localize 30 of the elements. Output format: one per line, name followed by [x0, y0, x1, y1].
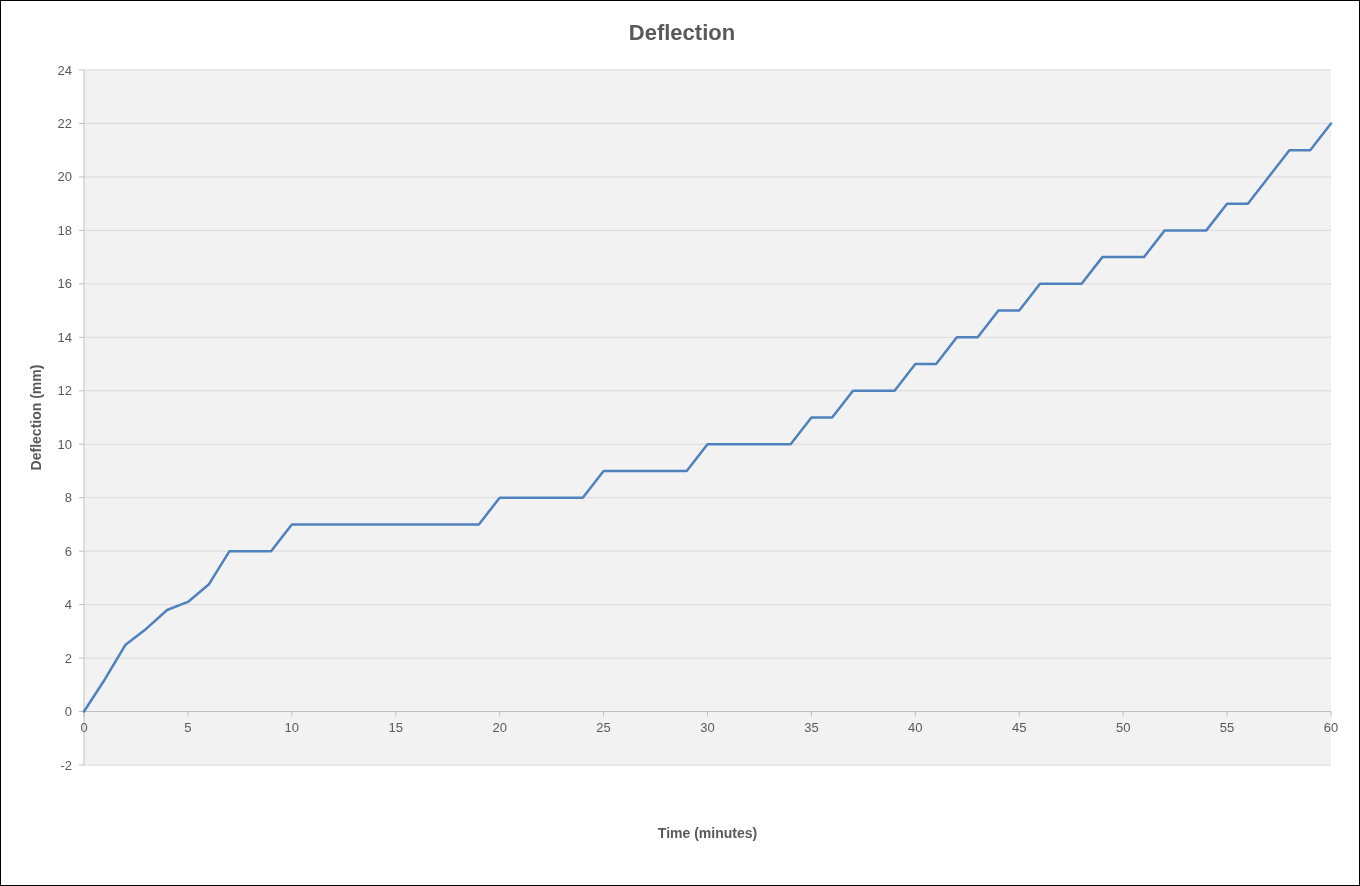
y-axis-title: Deflection (mm)	[28, 364, 44, 471]
x-tick-label: 15	[388, 719, 403, 735]
x-tick-label: 55	[1219, 719, 1235, 735]
y-tick-label: 16	[57, 276, 72, 292]
x-tick-label: 5	[184, 719, 192, 735]
y-tick-label: 0	[64, 704, 72, 720]
y-tick-label: 22	[57, 116, 72, 132]
y-tick-label: -2	[60, 757, 72, 773]
y-tick-label: 2	[64, 650, 72, 666]
y-tick-label: 24	[57, 62, 72, 78]
x-tick-label: 30	[700, 719, 715, 735]
x-tick-label: 50	[1115, 719, 1131, 735]
x-tick-label: 25	[596, 719, 611, 735]
x-tick-label: 60	[1323, 719, 1339, 735]
x-axis-title: Time (minutes)	[657, 825, 758, 841]
y-tick-label: 14	[57, 329, 72, 345]
y-tick-label: 10	[57, 436, 72, 452]
y-tick-label: 18	[57, 222, 72, 238]
y-tick-label: 6	[64, 543, 72, 559]
y-tick-label: 4	[64, 597, 72, 613]
chart-title: Deflection	[628, 20, 736, 45]
y-tick-label: 20	[57, 169, 72, 185]
x-tick-label: 45	[1012, 719, 1027, 735]
y-tick-label: 8	[64, 490, 72, 506]
x-tick-label: 0	[80, 719, 88, 735]
x-tick-label: 40	[908, 719, 923, 735]
x-tick-label: 20	[492, 719, 507, 735]
y-tick-label: 12	[57, 383, 72, 399]
x-tick-label: 10	[284, 719, 300, 735]
x-tick-label: 35	[804, 719, 819, 735]
